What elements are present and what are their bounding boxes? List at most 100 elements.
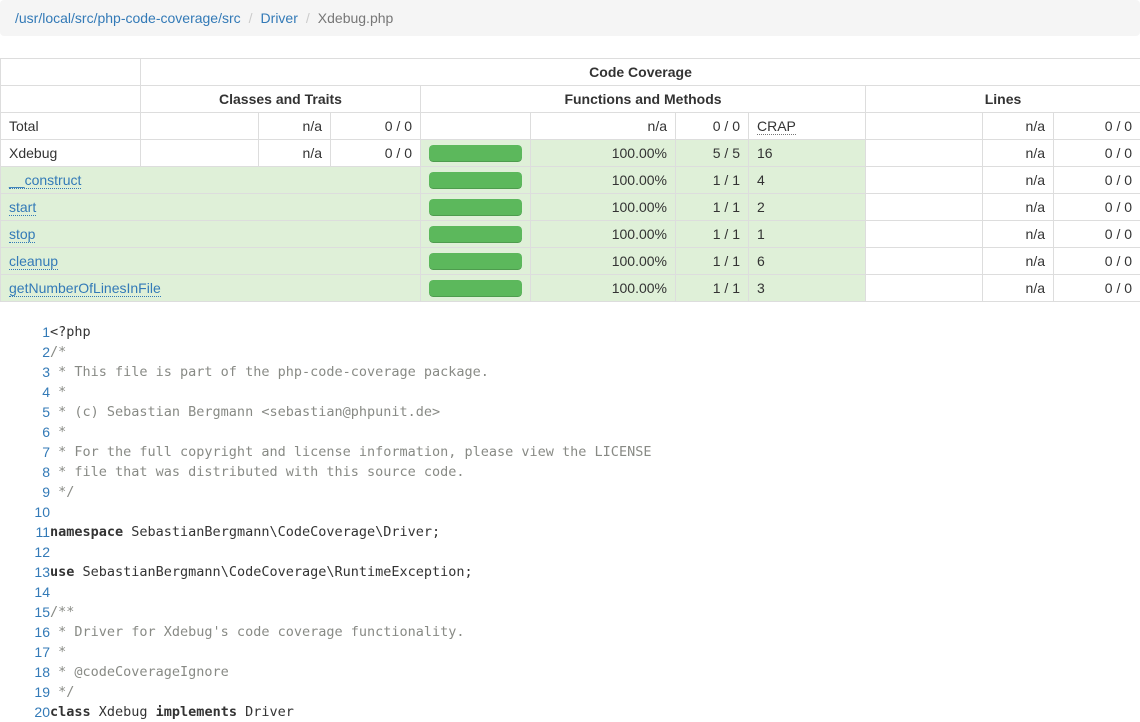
coverage-progress: [429, 145, 522, 162]
total-label: Total: [9, 118, 39, 134]
line-number-cell: 16: [0, 622, 50, 642]
code-line: 7 * For the full copyright and license i…: [0, 442, 1140, 462]
code-line: 2 /*: [0, 342, 1140, 362]
code-line: 12: [0, 542, 1140, 562]
code-line: 4 *: [0, 382, 1140, 402]
code-line-content: [50, 502, 1140, 522]
code-line-content: * @codeCoverageIgnore: [50, 662, 1140, 682]
row-name-cell: Total: [1, 113, 141, 140]
methods-bar-cell: [421, 194, 531, 221]
line-number-link[interactable]: 3: [42, 364, 50, 380]
lines-ratio-cell: 0 / 0: [1054, 275, 1140, 302]
coverage-progress-bar: [429, 226, 522, 243]
code-line: 11 namespace SebastianBergmann\CodeCover…: [0, 522, 1140, 542]
lines-ratio-cell: 0 / 0: [1054, 248, 1140, 275]
code-line-content: /*: [50, 342, 1140, 362]
line-number-link[interactable]: 2: [42, 344, 50, 360]
lines-bar-cell: [866, 113, 983, 140]
class-name: Xdebug: [9, 145, 57, 161]
code-line-content: *: [50, 422, 1140, 442]
lines-bar-cell: [866, 140, 983, 167]
crap-cell: CRAP: [749, 113, 866, 140]
line-number-link[interactable]: 16: [34, 624, 50, 640]
breadcrumb-link[interactable]: Driver: [261, 10, 298, 26]
line-number-link[interactable]: 18: [34, 664, 50, 680]
method-link[interactable]: __construct: [9, 172, 81, 189]
method-link[interactable]: start: [9, 199, 36, 216]
method-link[interactable]: getNumberOfLinesInFile: [9, 280, 161, 297]
line-number-link[interactable]: 10: [34, 504, 50, 520]
line-number-cell: 13: [0, 562, 50, 582]
lines-bar-cell: [866, 221, 983, 248]
lines-percent-cell: n/a: [983, 113, 1054, 140]
coverage-progress-bar: [429, 199, 522, 216]
code-line: 14: [0, 582, 1140, 602]
breadcrumb: /usr/local/src/php-code-coverage/src/Dri…: [0, 0, 1140, 36]
classes-percent-cell: n/a: [259, 113, 331, 140]
crap-cell: 16: [749, 140, 866, 167]
table-row: stop 100.00% 1 / 1 1 n/a 0 / 0: [1, 221, 1140, 248]
row-name-cell: getNumberOfLinesInFile: [1, 275, 421, 302]
code-line: 10: [0, 502, 1140, 522]
lines-percent-cell: n/a: [983, 167, 1054, 194]
line-number-link[interactable]: 6: [42, 424, 50, 440]
line-number-link[interactable]: 11: [35, 524, 50, 540]
code-line: 8 * file that was distributed with this …: [0, 462, 1140, 482]
code-token-default: Driver: [237, 704, 294, 720]
code-line-content: * This file is part of the php-code-cove…: [50, 362, 1140, 382]
code-line: 3 * This file is part of the php-code-co…: [0, 362, 1140, 382]
code-token-comment: * For the full copyright and license inf…: [50, 444, 651, 460]
line-number-link[interactable]: 5: [42, 404, 50, 420]
line-number-link[interactable]: 13: [34, 564, 50, 580]
code-line: 16 * Driver for Xdebug's code coverage f…: [0, 622, 1140, 642]
line-number-link[interactable]: 4: [42, 384, 50, 400]
methods-ratio-cell: 1 / 1: [676, 275, 749, 302]
table-row: __construct 100.00% 1 / 1 4 n/a 0 / 0: [1, 167, 1140, 194]
line-number-link[interactable]: 8: [42, 464, 50, 480]
line-number-cell: 9: [0, 482, 50, 502]
coverage-progress: [429, 226, 522, 243]
methods-percent-cell: 100.00%: [531, 167, 676, 194]
code-token-comment: /*: [50, 344, 66, 360]
methods-ratio-cell: 5 / 5: [676, 140, 749, 167]
methods-ratio-cell: 1 / 1: [676, 248, 749, 275]
coverage-progress: [429, 280, 522, 297]
method-link[interactable]: stop: [9, 226, 35, 243]
code-line-content: * For the full copyright and license inf…: [50, 442, 1140, 462]
lines-ratio-cell: 0 / 0: [1054, 221, 1140, 248]
crap-cell: 1: [749, 221, 866, 248]
code-line-content: * Driver for Xdebug's code coverage func…: [50, 622, 1140, 642]
corner-cell: [1, 86, 141, 113]
code-line: 6 *: [0, 422, 1140, 442]
line-number-link[interactable]: 9: [42, 484, 50, 500]
line-number-link[interactable]: 1: [42, 324, 50, 340]
line-number-link[interactable]: 12: [34, 544, 50, 560]
line-number-link[interactable]: 17: [34, 644, 50, 660]
classes-ratio-cell: 0 / 0: [331, 140, 421, 167]
breadcrumb-current: Xdebug.php: [318, 10, 394, 26]
code-token-comment: */: [50, 684, 74, 700]
code-token-keyword: namespace: [50, 524, 123, 540]
table-row: cleanup 100.00% 1 / 1 6 n/a 0 / 0: [1, 248, 1140, 275]
crap-cell: 6: [749, 248, 866, 275]
line-number-link[interactable]: 14: [34, 584, 50, 600]
methods-bar-cell: [421, 221, 531, 248]
code-token-comment: *: [50, 424, 66, 440]
line-number-link[interactable]: 20: [34, 704, 50, 720]
line-number-link[interactable]: 7: [42, 444, 50, 460]
lines-ratio-cell: 0 / 0: [1054, 140, 1140, 167]
line-number-link[interactable]: 19: [34, 684, 50, 700]
line-number-cell: 19: [0, 682, 50, 702]
coverage-title-row: Code Coverage: [1, 59, 1140, 86]
code-line-content: class Xdebug implements Driver: [50, 702, 1140, 722]
section-header-classes: Classes and Traits: [141, 86, 421, 113]
code-line-content: /**: [50, 602, 1140, 622]
table-row: start 100.00% 1 / 1 2 n/a 0 / 0: [1, 194, 1140, 221]
method-link[interactable]: cleanup: [9, 253, 58, 270]
line-number-link[interactable]: 15: [34, 604, 50, 620]
code-line: 19 */: [0, 682, 1140, 702]
line-number-cell: 3: [0, 362, 50, 382]
row-name-cell: stop: [1, 221, 421, 248]
classes-ratio-cell: 0 / 0: [331, 113, 421, 140]
breadcrumb-link[interactable]: /usr/local/src/php-code-coverage/src: [15, 10, 241, 26]
